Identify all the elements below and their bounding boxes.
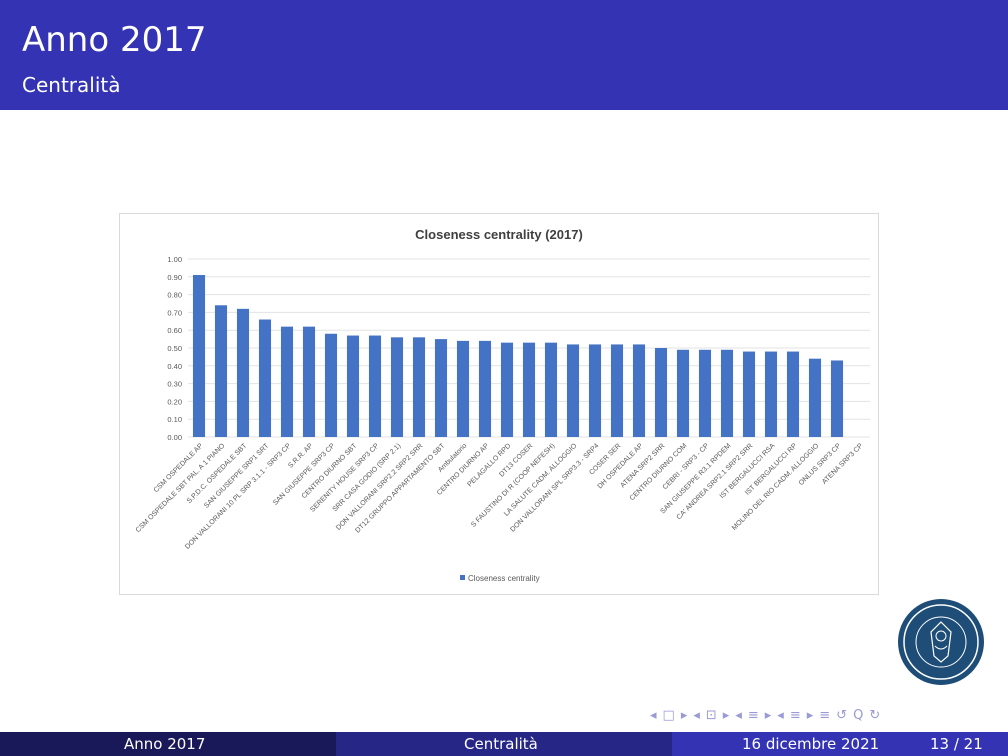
bar <box>654 348 668 437</box>
bar <box>742 351 756 437</box>
nav-symbol-5[interactable]: ▸ <box>722 708 732 723</box>
y-tick-label: 0.20 <box>167 397 182 406</box>
closeness-chart: Closeness centrality (2017) 0.00 0.10 0.20… <box>135 227 870 583</box>
bar <box>478 340 492 437</box>
y-tick-label: 0.60 <box>167 326 182 335</box>
bar <box>830 360 844 437</box>
bar <box>698 349 712 437</box>
nav-symbol-14[interactable]: Q <box>853 708 866 723</box>
x-tick-label: ATENA SRP3 CP <box>821 442 865 486</box>
chart-legend: Closeness centrality <box>460 574 540 583</box>
bar <box>236 308 250 437</box>
legend-label: Closeness centrality <box>468 574 540 583</box>
nav-symbol-9[interactable]: ◂ <box>777 708 786 723</box>
bar <box>786 351 800 437</box>
y-tick-label: 1.00 <box>167 255 182 264</box>
slide-footer: Anno 2017 Centralità 16 dicembre 2021 13… <box>0 732 1008 756</box>
nav-symbol-13[interactable]: ↺ <box>836 708 850 723</box>
chart-title: Closeness centrality (2017) <box>415 227 583 242</box>
nav-symbol-1[interactable]: □ <box>662 708 677 723</box>
bar <box>324 333 338 437</box>
footer-left: Anno 2017 <box>0 732 336 756</box>
y-tick-label: 0.10 <box>167 415 182 424</box>
bar <box>368 335 382 437</box>
x-tick-label: S FAUSTINO DI R (COOP NEFESH) <box>470 442 556 528</box>
bar <box>456 340 470 437</box>
bar <box>280 326 294 437</box>
nav-symbol-15[interactable]: ↻ <box>869 708 883 723</box>
bar <box>214 305 228 437</box>
bar <box>720 349 734 437</box>
footer-right: 16 dicembre 2021 13 / 21 <box>672 732 1008 756</box>
y-tick-label: 0.30 <box>167 380 182 389</box>
bar <box>544 342 558 437</box>
nav-symbol-11[interactable]: ▸ <box>806 708 816 723</box>
bar <box>676 349 690 437</box>
y-tick-label: 0.00 <box>167 433 182 442</box>
footer-center: Centralità <box>336 732 672 756</box>
y-tick-label: 0.70 <box>167 308 182 317</box>
bar <box>522 342 536 437</box>
nav-symbol-2[interactable]: ▸ <box>680 708 690 723</box>
bar <box>566 344 580 437</box>
bar <box>500 342 514 437</box>
footer-date: 16 dicembre 2021 <box>742 735 880 753</box>
page-number: 13 / 21 <box>930 735 983 753</box>
bar <box>632 344 646 437</box>
bar <box>588 344 602 437</box>
slide-subtitle: Centralità <box>22 73 121 97</box>
chart-bars <box>192 275 844 437</box>
bar <box>258 319 272 437</box>
nav-symbol-0[interactable]: ◂ <box>650 708 659 723</box>
slide-title: Anno 2017 <box>22 20 207 60</box>
nav-symbol-12[interactable]: ≡ <box>819 708 833 723</box>
beamer-navigation: ◂ □ ▸ ◂ ⊡ ▸ ◂ ≡ ▸ ◂ ≡ ▸ ≡ ↺ Q ↻ <box>650 708 886 723</box>
bar <box>346 335 360 437</box>
nav-symbol-8[interactable]: ▸ <box>764 708 774 723</box>
footer-center-text: Centralità <box>464 735 538 753</box>
y-axis-ticks: 0.00 0.10 0.20 0.30 0.40 0.50 0.60 0.70 0.80 0.90… <box>167 255 182 442</box>
bar <box>390 337 404 437</box>
bar <box>434 339 448 437</box>
slide-header: Anno 2017 Centralità <box>0 0 1008 110</box>
legend-swatch <box>460 575 465 580</box>
y-tick-label: 0.50 <box>167 344 182 353</box>
footer-left-text: Anno 2017 <box>124 735 206 753</box>
bar <box>764 351 778 437</box>
nav-symbol-6[interactable]: ◂ <box>735 708 744 723</box>
nav-symbol-10[interactable]: ≡ <box>789 708 803 723</box>
y-tick-label: 0.80 <box>167 291 182 300</box>
bar <box>808 358 822 437</box>
bar <box>192 275 206 437</box>
university-seal-logo <box>898 599 984 685</box>
y-tick-label: 0.90 <box>167 273 182 282</box>
bar <box>610 344 624 437</box>
nav-symbol-3[interactable]: ◂ <box>693 708 702 723</box>
nav-symbol-4[interactable]: ⊡ <box>705 708 719 723</box>
chart-frame: Closeness centrality (2017) 0.00 0.10 0.20… <box>119 213 879 595</box>
bar <box>302 326 316 437</box>
nav-symbol-7[interactable]: ≡ <box>747 708 761 723</box>
bar <box>412 337 426 437</box>
y-tick-label: 0.40 <box>167 362 182 371</box>
